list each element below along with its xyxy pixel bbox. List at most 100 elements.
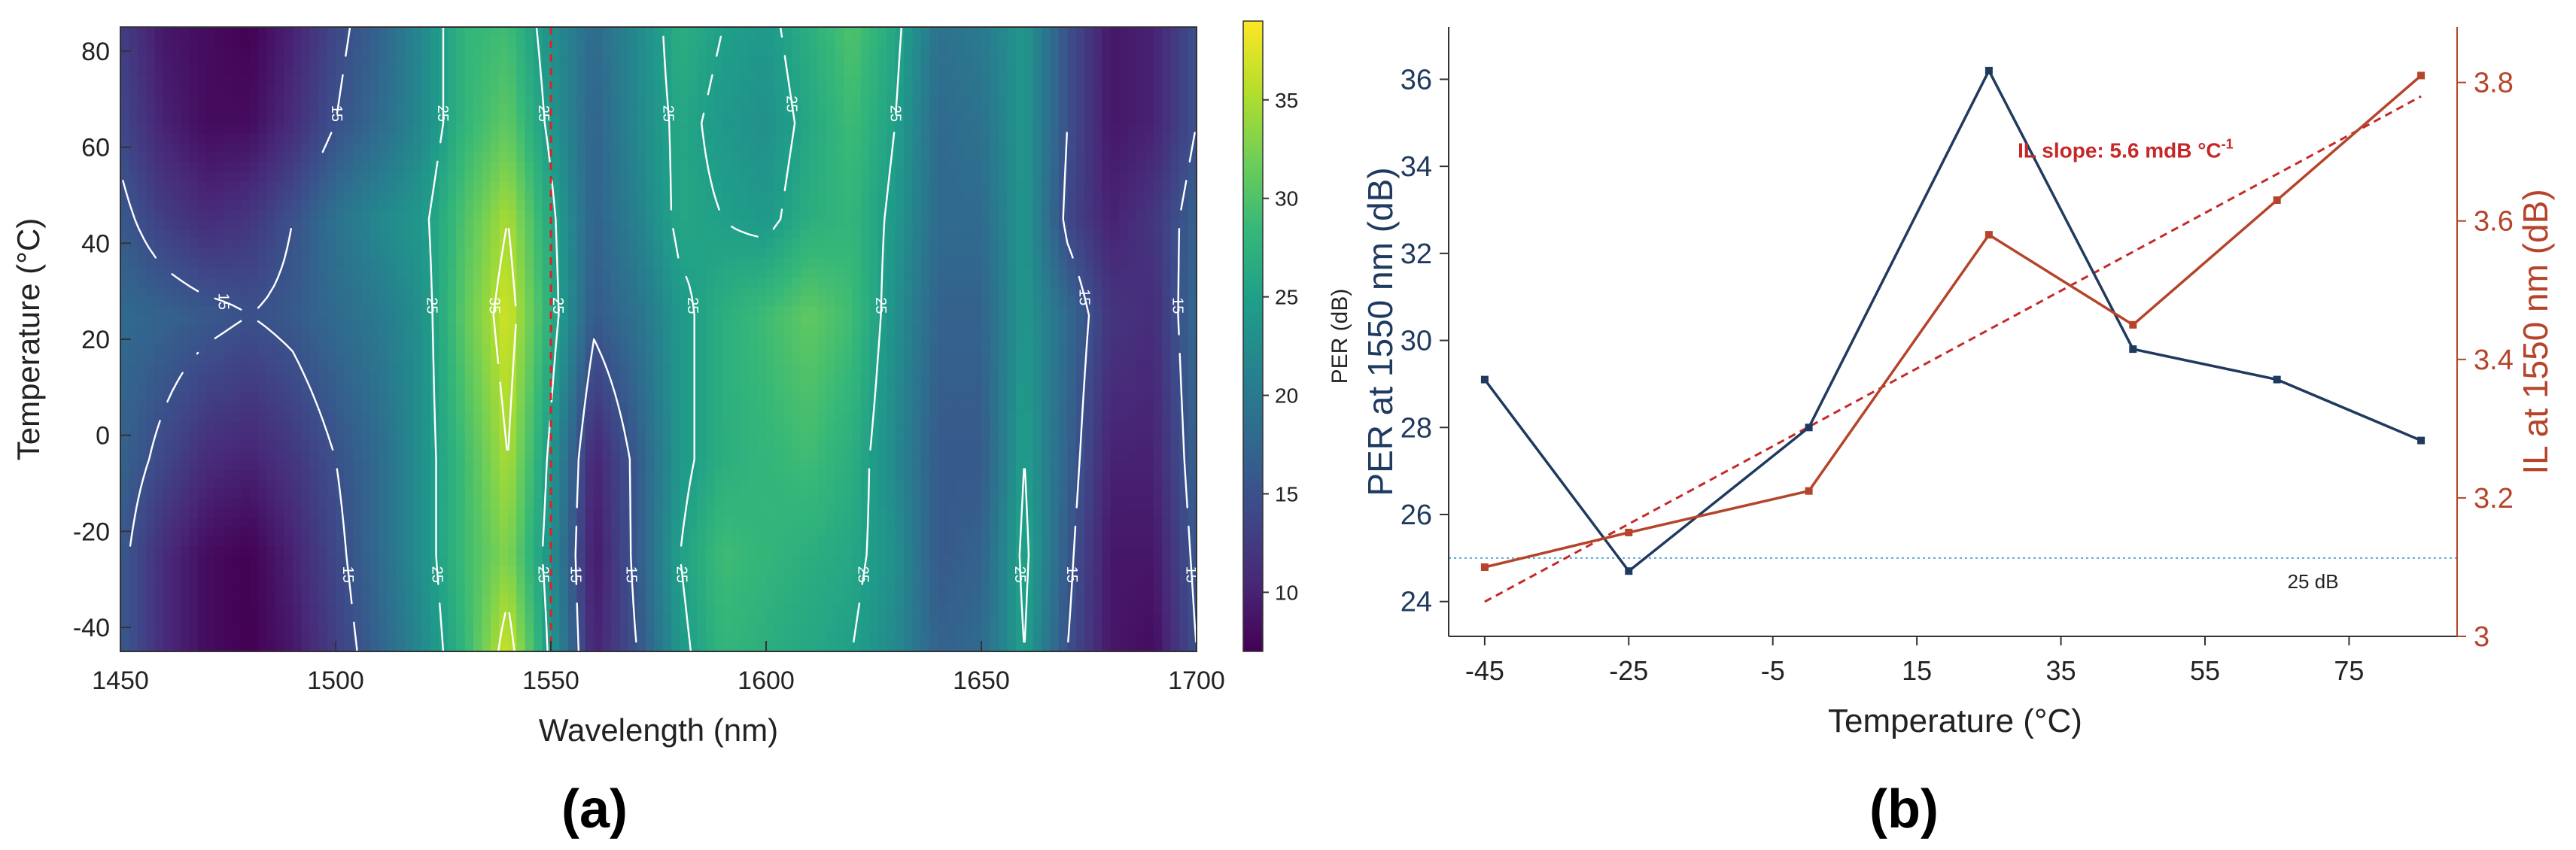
heatmap-cell <box>439 420 449 432</box>
heatmap-cell <box>628 440 638 451</box>
heatmap-cell <box>990 344 999 354</box>
heatmap-cell <box>567 478 578 489</box>
heatmap-cell <box>826 277 836 287</box>
heatmap-cell <box>1084 267 1094 278</box>
heatmap-cell <box>1007 315 1017 326</box>
heatmap-cell <box>439 545 449 557</box>
heatmap-cell <box>189 440 199 451</box>
heatmap-cell <box>740 517 750 527</box>
heatmap-cell <box>705 449 716 460</box>
heatmap-cell <box>137 459 148 470</box>
heatmap-cell <box>396 315 406 326</box>
heatmap-cell <box>189 449 199 460</box>
heatmap-cell <box>120 584 130 595</box>
heatmap-cell <box>955 517 965 527</box>
heatmap-cell <box>1050 612 1060 624</box>
heatmap-cell <box>1075 527 1086 537</box>
heatmap-cell <box>680 420 689 432</box>
heatmap-cell <box>396 574 406 585</box>
heatmap-cell <box>594 536 604 547</box>
heatmap-cell <box>412 555 423 566</box>
heatmap-cell <box>1007 402 1017 412</box>
heatmap-cell <box>680 363 689 374</box>
heatmap-cell <box>757 555 767 566</box>
heatmap-cell <box>1145 545 1154 557</box>
heatmap-cell <box>1033 517 1042 527</box>
heatmap-cell <box>473 392 483 402</box>
heatmap-cell <box>722 459 733 470</box>
heatmap-cell <box>938 487 948 499</box>
heatmap-cell <box>292 622 303 633</box>
heatmap-cell <box>938 411 948 422</box>
heatmap-cell <box>361 469 371 479</box>
heatmap-cell <box>619 545 629 557</box>
heatmap-cell <box>662 430 672 441</box>
heatmap-cell <box>1153 642 1163 651</box>
heatmap-cell <box>249 267 259 278</box>
heatmap-cell <box>955 527 965 537</box>
heatmap-cell <box>1042 430 1051 441</box>
heatmap-cell <box>1058 315 1069 326</box>
heatmap-cell <box>895 305 905 316</box>
heatmap-cell <box>421 632 431 643</box>
heatmap-cell <box>740 642 750 651</box>
heatmap-cell <box>214 372 225 384</box>
heatmap-cell <box>447 593 457 604</box>
heatmap-cell <box>594 507 604 518</box>
heatmap-cell <box>499 545 509 557</box>
heatmap-cell <box>266 459 276 470</box>
heatmap-cell <box>318 440 328 451</box>
heatmap-cell <box>516 555 526 566</box>
heatmap-cell <box>1110 642 1120 651</box>
heatmap-cell <box>783 469 793 479</box>
heatmap-cell <box>1179 334 1189 345</box>
heatmap-cell <box>662 324 672 335</box>
heatmap-cell <box>602 459 612 470</box>
heatmap-cell <box>189 324 199 335</box>
heatmap-cell <box>912 622 922 633</box>
heatmap-cell <box>396 517 406 527</box>
heatmap-cell <box>146 584 156 595</box>
heatmap-cell <box>181 507 190 518</box>
heatmap-cell <box>619 372 629 384</box>
heatmap-cell <box>645 642 655 651</box>
heatmap-cell <box>352 354 363 364</box>
heatmap-cell <box>396 632 406 643</box>
heatmap-cell <box>998 334 1008 345</box>
heatmap-cell <box>576 565 586 575</box>
heatmap-cell <box>206 536 216 547</box>
heatmap-cell <box>490 642 500 651</box>
heatmap-cell <box>1093 449 1102 460</box>
heatmap-cell <box>542 440 552 451</box>
heatmap-cell <box>904 603 914 614</box>
heatmap-cell <box>154 354 164 364</box>
heatmap-cell <box>835 296 844 307</box>
heatmap-cell <box>964 545 974 557</box>
heatmap-cell <box>998 536 1008 547</box>
heatmap-cell <box>129 296 138 307</box>
heatmap-cell <box>817 593 827 604</box>
heatmap-cell <box>998 372 1008 384</box>
heatmap-cell <box>370 382 379 393</box>
heatmap-cell <box>439 487 449 499</box>
heatmap-cell <box>439 305 449 316</box>
heatmap-cell <box>611 632 621 643</box>
heatmap-cell <box>1110 603 1120 614</box>
heatmap-cell <box>456 459 466 470</box>
heatmap-cell <box>809 411 819 422</box>
heatmap-cell <box>964 296 974 307</box>
heatmap-cell <box>766 632 776 643</box>
heatmap-cell <box>800 440 810 451</box>
heatmap-cell <box>258 430 268 441</box>
heatmap-cell <box>904 277 914 287</box>
heatmap-cell <box>792 411 801 422</box>
heatmap-cell <box>1119 402 1129 412</box>
heatmap-cell <box>344 354 354 364</box>
heatmap-cell <box>464 449 474 460</box>
heatmap-cell <box>1170 354 1180 364</box>
heatmap-cell <box>241 517 251 527</box>
heatmap-cell <box>662 642 672 651</box>
heatmap-cell <box>301 545 311 557</box>
heatmap-cell <box>654 469 664 479</box>
heatmap-cell <box>567 315 578 326</box>
